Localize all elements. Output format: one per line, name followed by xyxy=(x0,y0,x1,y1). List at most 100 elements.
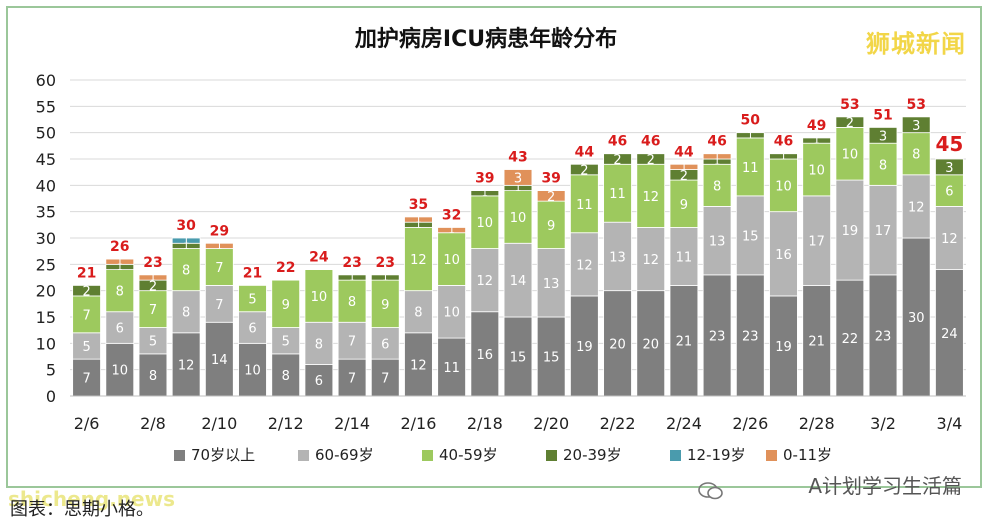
x-tick-label: 2/8 xyxy=(140,414,166,433)
data-label: 1 xyxy=(150,273,156,284)
data-label: 10 xyxy=(510,211,527,226)
data-label: 11 xyxy=(576,198,593,213)
data-label: 7 xyxy=(82,372,90,387)
data-label: 20 xyxy=(642,337,659,352)
data-label: 1 xyxy=(415,215,421,226)
data-label: 12 xyxy=(642,190,659,205)
data-label: 23 xyxy=(709,329,726,344)
data-label: 10 xyxy=(311,290,328,305)
x-tick-label: 2/24 xyxy=(666,414,702,433)
data-label: 15 xyxy=(543,351,560,366)
data-label: 5 xyxy=(282,335,290,350)
data-label: 2 xyxy=(547,190,555,205)
total-label: 50 xyxy=(741,113,761,129)
data-label: 8 xyxy=(149,369,157,384)
data-label: 1 xyxy=(415,220,421,231)
wechat-icon xyxy=(698,482,723,500)
data-label: 11 xyxy=(742,161,759,176)
data-label: 3 xyxy=(514,171,522,186)
total-label: 53 xyxy=(906,97,925,113)
total-label: 46 xyxy=(641,134,660,150)
bar-segment xyxy=(370,358,400,397)
bar-segment xyxy=(304,321,334,365)
bar-segment xyxy=(901,132,931,176)
data-label: 1 xyxy=(780,151,786,162)
data-label: 8 xyxy=(912,148,920,163)
data-label: 21 xyxy=(808,335,825,350)
data-label: 2 xyxy=(613,153,621,168)
bar-segment xyxy=(868,127,898,144)
bar-segment xyxy=(536,248,566,318)
bar-segment xyxy=(105,269,135,313)
data-label: 1 xyxy=(216,241,222,252)
bar-segment xyxy=(835,279,865,397)
bar-segment xyxy=(769,153,798,160)
bar-segment xyxy=(404,290,433,334)
total-label: 35 xyxy=(409,197,428,213)
total-label: 30 xyxy=(176,218,196,234)
data-label: 8 xyxy=(414,306,422,321)
chart-credit: 图表：思期小格。 xyxy=(10,499,154,520)
bar-segment xyxy=(935,269,964,397)
data-label: 21 xyxy=(676,335,693,350)
legend-entry: 0-11岁 xyxy=(783,446,832,464)
bar-segment xyxy=(370,274,400,281)
data-label: 1 xyxy=(515,183,521,194)
chart-frame: 狮城新闻 加护病房ICU病患年龄分布 0 5 10 15 20 25 30 35 40 45 50 5… xyxy=(6,6,982,488)
bar-segment xyxy=(503,316,533,397)
x-tick-label: 2/22 xyxy=(600,414,636,433)
bar-segment xyxy=(503,190,533,244)
data-label: 9 xyxy=(680,198,688,213)
data-label: 5 xyxy=(82,340,90,355)
bar-segment xyxy=(769,211,798,297)
bar-segment xyxy=(404,227,433,292)
x-tick-label: 2/12 xyxy=(268,414,304,433)
y-tick-label: 10 xyxy=(36,334,56,353)
data-label: 17 xyxy=(808,235,825,250)
bars: 7572211068112685721231288113014771291065… xyxy=(72,97,964,397)
data-label: 1 xyxy=(349,273,355,284)
bar-segment xyxy=(735,195,765,276)
data-label: 5 xyxy=(248,293,256,308)
total-label: 24 xyxy=(309,250,329,266)
data-label: 8 xyxy=(315,337,323,352)
data-label: 8 xyxy=(182,264,190,279)
bar-segment xyxy=(702,163,732,207)
data-label: 10 xyxy=(443,253,460,268)
data-label: 7 xyxy=(149,303,157,318)
data-label: 2 xyxy=(647,153,655,168)
total-label: 23 xyxy=(143,255,162,271)
legend-swatch xyxy=(766,450,777,461)
legend-entry: 20-39岁 xyxy=(563,446,622,464)
account-name: A计划学习生活篇 xyxy=(808,474,962,498)
y-tick-label: 55 xyxy=(36,97,56,116)
data-label: 1 xyxy=(714,157,720,168)
total-label: 53 xyxy=(840,97,859,113)
bar-segment xyxy=(935,158,964,176)
bar-segment xyxy=(171,237,201,244)
data-label: 9 xyxy=(282,298,290,313)
bar-segment xyxy=(138,327,168,355)
data-label: 3 xyxy=(912,119,920,134)
bar-segment xyxy=(138,353,168,397)
data-label: 1 xyxy=(448,225,454,236)
bar-segment xyxy=(935,205,964,270)
bar-segment xyxy=(72,358,101,397)
bar-segment xyxy=(769,158,798,213)
bar-segment xyxy=(105,311,135,344)
data-label: 7 xyxy=(82,308,90,323)
y-tick-label: 45 xyxy=(36,150,56,169)
bar-segment xyxy=(105,342,135,397)
data-label: 3 xyxy=(879,129,887,144)
data-label: 19 xyxy=(842,224,859,239)
y-tick-label: 50 xyxy=(36,124,56,143)
bar-segment xyxy=(735,137,765,197)
data-label: 6 xyxy=(315,374,323,389)
bar-segment xyxy=(603,290,632,397)
bar-segment xyxy=(72,284,101,297)
data-label: 14 xyxy=(510,274,527,289)
legend-swatch xyxy=(546,450,557,461)
y-tick-label: 35 xyxy=(36,203,56,222)
bar-segment xyxy=(735,132,765,139)
